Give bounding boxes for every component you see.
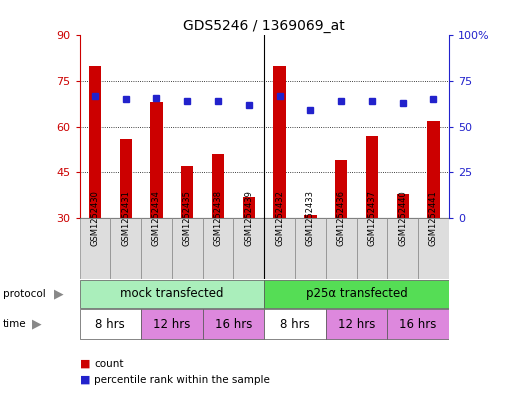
- Bar: [243, 197, 255, 218]
- Text: ■: ■: [80, 375, 90, 385]
- Bar: [326, 218, 357, 279]
- Bar: [203, 218, 233, 279]
- Text: GSM1252439: GSM1252439: [244, 190, 253, 246]
- Bar: [264, 309, 326, 339]
- Text: percentile rank within the sample: percentile rank within the sample: [94, 375, 270, 385]
- Text: 12 hrs: 12 hrs: [338, 318, 375, 331]
- Text: GSM1252435: GSM1252435: [183, 190, 192, 246]
- Bar: [397, 194, 409, 218]
- Bar: [89, 66, 101, 218]
- Text: p25α transfected: p25α transfected: [306, 287, 407, 300]
- Bar: [326, 309, 387, 339]
- Text: GSM1252440: GSM1252440: [398, 190, 407, 246]
- Bar: [264, 280, 449, 308]
- Text: ▶: ▶: [54, 287, 64, 300]
- Text: GSM1252433: GSM1252433: [306, 189, 315, 246]
- Bar: [304, 215, 317, 218]
- Bar: [110, 218, 141, 279]
- Title: GDS5246 / 1369069_at: GDS5246 / 1369069_at: [183, 19, 345, 33]
- Bar: [273, 66, 286, 218]
- Bar: [172, 218, 203, 279]
- Text: 12 hrs: 12 hrs: [153, 318, 190, 331]
- Bar: [418, 218, 449, 279]
- Bar: [357, 218, 387, 279]
- Text: GSM1252438: GSM1252438: [213, 189, 223, 246]
- Text: GSM1252436: GSM1252436: [337, 189, 346, 246]
- Text: GSM1252434: GSM1252434: [152, 190, 161, 246]
- Text: time: time: [3, 319, 26, 329]
- Text: 8 hrs: 8 hrs: [95, 318, 125, 331]
- Text: 16 hrs: 16 hrs: [400, 318, 437, 331]
- Bar: [120, 139, 132, 218]
- Text: ▶: ▶: [32, 318, 42, 331]
- Bar: [264, 218, 295, 279]
- Bar: [335, 160, 347, 218]
- Text: mock transfected: mock transfected: [120, 287, 224, 300]
- Text: count: count: [94, 358, 124, 369]
- Text: 16 hrs: 16 hrs: [215, 318, 252, 331]
- Bar: [427, 121, 440, 218]
- Bar: [80, 309, 141, 339]
- Bar: [80, 280, 264, 308]
- Bar: [387, 309, 449, 339]
- Bar: [233, 218, 264, 279]
- Text: GSM1252432: GSM1252432: [275, 190, 284, 246]
- Bar: [150, 102, 163, 218]
- Bar: [295, 218, 326, 279]
- Bar: [141, 218, 172, 279]
- Bar: [141, 309, 203, 339]
- Bar: [212, 154, 224, 218]
- Text: GSM1252437: GSM1252437: [367, 189, 377, 246]
- Bar: [366, 136, 378, 218]
- Bar: [387, 218, 418, 279]
- Bar: [203, 309, 264, 339]
- Text: GSM1252431: GSM1252431: [121, 190, 130, 246]
- Bar: [80, 218, 110, 279]
- Text: ■: ■: [80, 358, 90, 369]
- Text: GSM1252430: GSM1252430: [90, 190, 100, 246]
- Text: protocol: protocol: [3, 289, 45, 299]
- Text: 8 hrs: 8 hrs: [280, 318, 310, 331]
- Text: GSM1252441: GSM1252441: [429, 190, 438, 246]
- Bar: [181, 166, 193, 218]
